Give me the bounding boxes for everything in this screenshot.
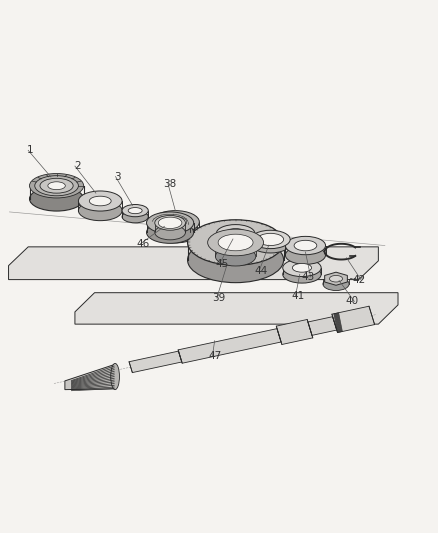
Ellipse shape <box>286 236 325 255</box>
Polygon shape <box>276 319 313 344</box>
Text: 38: 38 <box>163 179 177 189</box>
Polygon shape <box>332 306 374 333</box>
Ellipse shape <box>225 229 246 238</box>
Ellipse shape <box>187 237 284 282</box>
Ellipse shape <box>283 259 321 277</box>
Polygon shape <box>65 364 115 390</box>
Ellipse shape <box>155 215 185 230</box>
Ellipse shape <box>151 211 199 233</box>
Ellipse shape <box>40 179 73 193</box>
Text: 41: 41 <box>291 291 304 301</box>
Ellipse shape <box>78 191 122 211</box>
Ellipse shape <box>29 187 84 211</box>
Polygon shape <box>75 293 398 324</box>
Ellipse shape <box>215 247 256 266</box>
Ellipse shape <box>78 200 122 221</box>
Ellipse shape <box>147 212 194 234</box>
Ellipse shape <box>48 182 65 190</box>
Polygon shape <box>129 351 182 373</box>
Ellipse shape <box>89 196 111 206</box>
Ellipse shape <box>161 215 190 229</box>
Text: 43: 43 <box>302 272 315 282</box>
Ellipse shape <box>208 229 264 256</box>
Text: 44: 44 <box>255 266 268 276</box>
Text: 46: 46 <box>136 239 149 249</box>
Ellipse shape <box>35 176 78 196</box>
Ellipse shape <box>215 233 256 252</box>
Ellipse shape <box>294 240 317 251</box>
Ellipse shape <box>329 276 343 282</box>
Ellipse shape <box>216 234 255 252</box>
Text: 2: 2 <box>74 161 81 171</box>
Ellipse shape <box>286 246 325 264</box>
Text: 45: 45 <box>215 259 228 269</box>
Ellipse shape <box>122 205 148 217</box>
Ellipse shape <box>147 222 194 244</box>
Text: 47: 47 <box>208 351 221 361</box>
Ellipse shape <box>292 263 311 272</box>
Ellipse shape <box>128 207 142 214</box>
Polygon shape <box>325 272 347 285</box>
Ellipse shape <box>29 174 84 198</box>
Text: 3: 3 <box>114 172 121 182</box>
Polygon shape <box>308 317 337 335</box>
Text: 39: 39 <box>212 293 226 303</box>
Ellipse shape <box>155 225 185 240</box>
Text: 42: 42 <box>352 274 365 285</box>
Ellipse shape <box>216 224 255 242</box>
Ellipse shape <box>251 235 290 253</box>
Ellipse shape <box>151 220 199 243</box>
Ellipse shape <box>111 364 120 390</box>
Ellipse shape <box>258 233 284 246</box>
Ellipse shape <box>187 220 284 265</box>
Polygon shape <box>9 247 378 280</box>
Text: 40: 40 <box>346 296 359 306</box>
Polygon shape <box>178 329 281 363</box>
Ellipse shape <box>122 211 148 223</box>
Ellipse shape <box>164 217 187 227</box>
Ellipse shape <box>158 217 182 229</box>
Ellipse shape <box>323 277 349 290</box>
Ellipse shape <box>251 230 290 248</box>
Ellipse shape <box>161 225 190 238</box>
Ellipse shape <box>283 265 321 283</box>
Ellipse shape <box>218 234 253 251</box>
Text: 1: 1 <box>27 146 34 155</box>
